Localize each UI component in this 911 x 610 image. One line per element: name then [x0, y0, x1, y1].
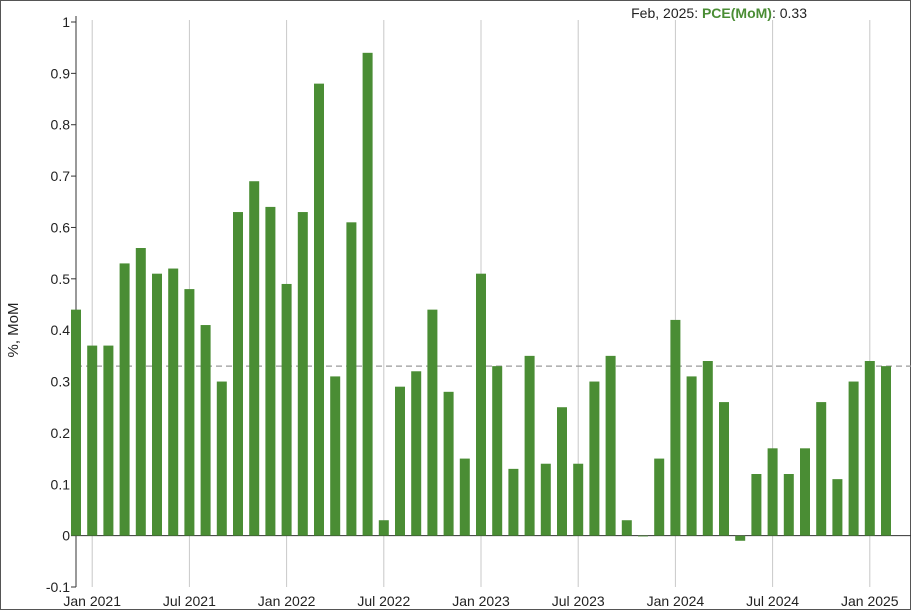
- bar[interactable]: [119, 263, 130, 536]
- bar[interactable]: [492, 366, 503, 536]
- x-tick-label: Jan 2023: [452, 593, 510, 609]
- readout-value: 0.33: [779, 5, 807, 21]
- bar[interactable]: [87, 345, 98, 536]
- x-tick-label: Jul 2024: [746, 593, 799, 609]
- bar[interactable]: [848, 381, 859, 536]
- y-tick-label: -0.1: [46, 579, 70, 595]
- bar[interactable]: [864, 361, 875, 536]
- bar[interactable]: [800, 448, 810, 536]
- y-tick-label: 1: [62, 14, 70, 30]
- bar[interactable]: [638, 535, 648, 537]
- bar[interactable]: [362, 52, 373, 536]
- bar[interactable]: [103, 345, 114, 536]
- bar[interactable]: [621, 520, 632, 536]
- bar[interactable]: [281, 283, 292, 536]
- y-tick-label: 0.2: [51, 425, 71, 441]
- y-tick-label: 0.6: [51, 219, 71, 235]
- y-tick-label: 0: [62, 528, 70, 544]
- bar[interactable]: [783, 474, 794, 536]
- x-tick-label: Jan 2022: [258, 593, 316, 609]
- bar[interactable]: [459, 458, 470, 536]
- bar[interactable]: [573, 463, 584, 536]
- readout-sep1: :: [694, 5, 702, 21]
- bar[interactable]: [233, 212, 243, 536]
- bar[interactable]: [686, 376, 697, 536]
- bar[interactable]: [200, 325, 211, 536]
- bar[interactable]: [411, 371, 422, 536]
- y-tick-label: 0.4: [51, 322, 71, 338]
- bar[interactable]: [314, 83, 324, 536]
- x-tick-label: Jul 2021: [163, 593, 216, 609]
- bar[interactable]: [346, 222, 357, 536]
- bar[interactable]: [702, 361, 713, 536]
- bar[interactable]: [767, 448, 778, 536]
- y-tick-label: 0.9: [51, 65, 71, 81]
- x-tick-label: Jan 2025: [841, 593, 899, 609]
- y-tick-label: 0.7: [51, 168, 71, 184]
- bar[interactable]: [168, 268, 179, 536]
- y-tick-label: 0.1: [51, 476, 71, 492]
- bar[interactable]: [378, 520, 389, 536]
- bar[interactable]: [265, 206, 276, 536]
- bar[interactable]: [216, 381, 227, 536]
- bar[interactable]: [184, 289, 195, 536]
- x-tick-label: Jan 2021: [63, 593, 121, 609]
- bar[interactable]: [508, 468, 519, 536]
- bar[interactable]: [670, 319, 681, 536]
- x-tick-label: Jul 2023: [552, 593, 605, 609]
- readout-series-name: PCE(MoM): [701, 5, 772, 21]
- bars: [71, 52, 891, 541]
- bar[interactable]: [395, 386, 405, 536]
- bar[interactable]: [297, 212, 308, 536]
- bar[interactable]: [735, 535, 746, 541]
- y-tick-label: 0.3: [51, 374, 71, 390]
- x-tick-label: Jan 2024: [647, 593, 705, 609]
- y-tick-label: 0.5: [51, 271, 71, 287]
- bar[interactable]: [816, 402, 827, 536]
- bar[interactable]: [71, 309, 81, 536]
- bar[interactable]: [589, 381, 600, 536]
- bar[interactable]: [605, 355, 616, 536]
- bar[interactable]: [540, 463, 551, 536]
- bar[interactable]: [152, 273, 162, 536]
- bar[interactable]: [443, 391, 454, 536]
- x-tick-label: Jul 2022: [357, 593, 410, 609]
- readout-sep2: :: [771, 5, 780, 21]
- bar[interactable]: [524, 355, 535, 536]
- hover-readout: Feb, 2025: PCE(MoM): 0.33: [631, 5, 807, 21]
- bar[interactable]: [881, 366, 891, 536]
- y-tick-label: 0.8: [51, 117, 71, 133]
- bar[interactable]: [249, 181, 260, 536]
- bar[interactable]: [832, 479, 843, 536]
- y-axis-label: %, MoM: [5, 302, 22, 357]
- readout-date: Feb, 2025: [631, 5, 695, 21]
- bar[interactable]: [654, 458, 665, 536]
- y-tick-labels: -0.1 0 0.1 0.2 0.3 0.4 0.5 0.6 0.7 0.8 0.9 1: [46, 14, 70, 595]
- bar[interactable]: [135, 248, 146, 536]
- bar[interactable]: [719, 402, 729, 536]
- bar[interactable]: [557, 407, 567, 536]
- bar[interactable]: [476, 273, 486, 536]
- bar[interactable]: [330, 376, 341, 536]
- bar[interactable]: [427, 309, 438, 536]
- x-tick-labels: Jan 2021 Jul 2021 Jan 2022 Jul 2022 Jan 2023…: [63, 593, 898, 609]
- bar[interactable]: [751, 474, 762, 536]
